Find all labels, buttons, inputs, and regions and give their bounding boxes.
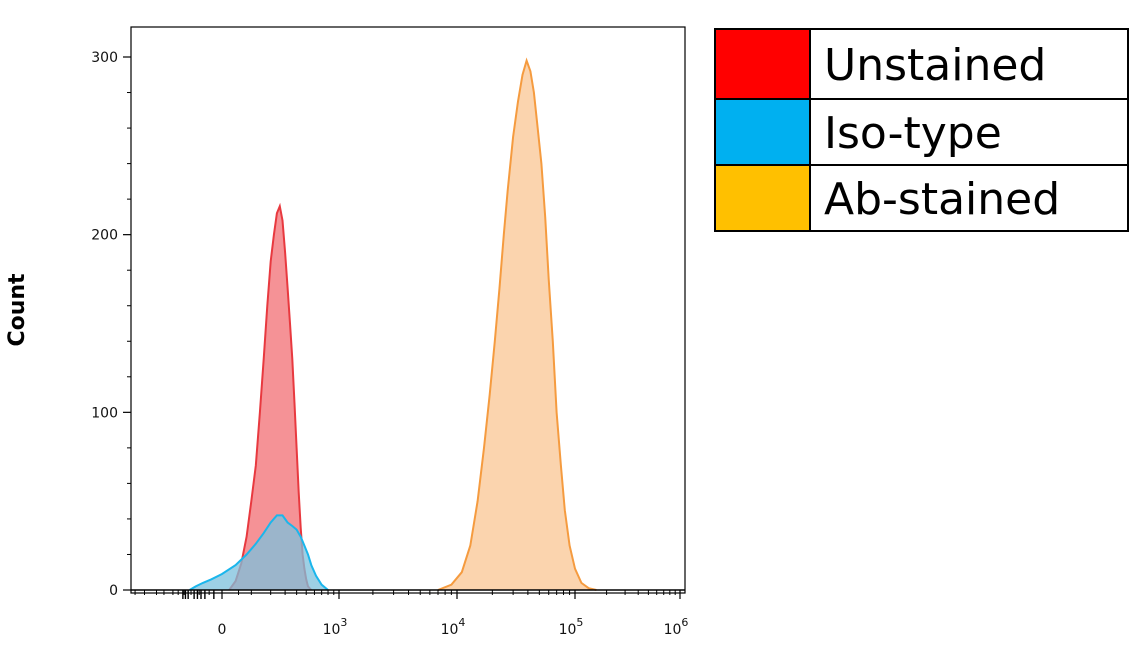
x-tick-label: 105 bbox=[559, 616, 584, 638]
legend: Unstained Iso-type Ab-stained bbox=[714, 28, 1129, 232]
legend-cell-iso-type bbox=[809, 98, 1129, 166]
y-tick-label: 100 bbox=[91, 405, 118, 421]
y-tick-label: 300 bbox=[91, 50, 118, 66]
plot-area bbox=[130, 26, 686, 594]
legend-swatch-iso-type bbox=[714, 98, 811, 166]
x-tick-label: 106 bbox=[664, 616, 689, 638]
y-axis-label: Count bbox=[5, 273, 30, 347]
legend-cell-ab-stained bbox=[809, 164, 1129, 232]
series-line-ab-stained bbox=[437, 57, 597, 591]
series-area-ab-stained bbox=[438, 60, 597, 591]
x-tick-label: 0 bbox=[218, 622, 227, 638]
series-layer bbox=[189, 57, 597, 591]
series-area-iso-type bbox=[189, 515, 328, 590]
y-tick-label: 0 bbox=[109, 583, 118, 599]
legend-swatch-unstained bbox=[714, 28, 811, 100]
axes-layer: 0 100 200 300 0 103 104 105 106 bbox=[91, 50, 688, 638]
legend-cell-unstained bbox=[809, 28, 1129, 100]
x-tick-label: 103 bbox=[323, 616, 348, 638]
series-area-unstained bbox=[229, 206, 312, 590]
x-tick-label: 104 bbox=[441, 616, 466, 638]
legend-label-iso-type: Iso-type bbox=[824, 108, 1002, 159]
series-line-iso-type bbox=[189, 514, 329, 591]
legend-swatch-ab-stained bbox=[714, 164, 811, 232]
legend-label-unstained: Unstained bbox=[824, 40, 1046, 91]
y-tick-label: 200 bbox=[91, 228, 118, 244]
legend-label-ab-stained: Ab-stained bbox=[824, 174, 1060, 225]
